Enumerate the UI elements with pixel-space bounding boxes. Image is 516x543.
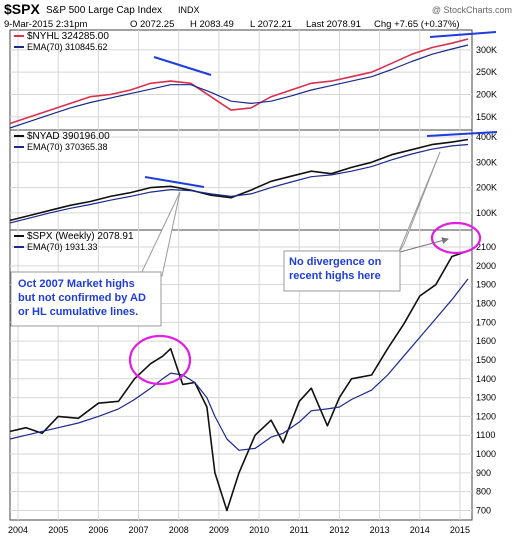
header-credit: @ StockCharts.com [432, 5, 512, 15]
y-axis-ticks: 150K 200K 250K 300K 100K 200K 300K 400K 700 800 90… [476, 45, 497, 516]
nyhl-2015-trendline [429, 31, 497, 38]
y-tick-label: 300K [476, 45, 497, 55]
y-tick-label: 200K [476, 183, 497, 193]
x-tick-label: 2008 [169, 525, 189, 535]
y-tick-label: 1000 [476, 449, 496, 459]
y-tick-label: 700 [476, 505, 491, 515]
y-tick-label: 800 [476, 487, 491, 497]
trend-annotations [144, 31, 498, 188]
header-name: S&P 500 Large Cap Index [46, 5, 162, 16]
y-tick-label: 100K [476, 208, 497, 218]
header-symbol: $SPX [4, 1, 40, 17]
legend-label: $NYHL 324285.00 [27, 31, 109, 42]
x-tick-label: 2004 [8, 525, 28, 535]
header-last: Last 2078.91 [306, 19, 361, 30]
x-tick-label: 2006 [88, 525, 108, 535]
nyad-series-main [9, 138, 469, 222]
y-tick-label: 200K [476, 90, 497, 100]
x-tick-label: 2005 [48, 525, 68, 535]
nyad-series-ema [9, 143, 469, 224]
nyad-2015-trendline [426, 131, 498, 137]
y-tick-label: 1500 [476, 355, 496, 365]
legend-label: EMA(70) 310845.62 [27, 42, 108, 52]
x-tick-label: 2009 [209, 525, 229, 535]
left-callout-text: Oct 2007 Market highs but not confirmed b… [18, 278, 146, 318]
spx-series-ema [9, 278, 469, 451]
spx-series-main [9, 250, 469, 512]
legend-label: $NYAD 390196.00 [27, 131, 110, 142]
y-tick-label: 1100 [476, 430, 495, 440]
y-tick-label: 1200 [476, 411, 496, 421]
header-low: L 2072.21 [250, 19, 292, 30]
header-date: 9-Mar-2015 2:31pm [4, 19, 88, 30]
nyad-2007-trendline [144, 176, 205, 188]
nyhl-2007-trendline [153, 56, 212, 76]
header-change: Chg +7.65 (+0.37%) [374, 19, 460, 30]
legend-label: EMA(70) 1931.33 [27, 242, 98, 252]
oct-2007-highs-circle [128, 334, 192, 386]
legend-label: EMA(70) 370365.38 [27, 142, 108, 152]
nyhl-series-ema [9, 44, 469, 129]
y-tick-label: 1400 [476, 374, 496, 384]
x-tick-label: 2015 [450, 525, 470, 535]
x-tick-label: 2011 [290, 525, 309, 535]
y-tick-label: 400K [476, 132, 497, 142]
x-tick-label: 2014 [410, 525, 430, 535]
y-tick-label: 1300 [476, 393, 496, 403]
panel-frames [9, 29, 473, 521]
y-tick-label: 1600 [476, 336, 496, 346]
series-lines [9, 38, 469, 512]
x-axis-ticks: 2004 2005 2006 2007 2008 2009 2010 2011 2012 2013… [8, 525, 470, 535]
x-tick-label: 2007 [129, 525, 149, 535]
legend-label: $SPX (Weekly) 2078.91 [27, 231, 134, 242]
x-tick-label: 2013 [370, 525, 390, 535]
left-callout: Oct 2007 Market highs but not confirmed b… [10, 271, 162, 327]
x-tick-label: 2010 [249, 525, 269, 535]
y-tick-label: 1800 [476, 299, 496, 309]
header-high: H 2083.49 [190, 19, 234, 30]
right-callout: No divergence on recent highs here [283, 250, 401, 292]
y-tick-label: 2000 [476, 261, 496, 271]
header-exchange: INDX [178, 5, 200, 15]
y-tick-label: 900 [476, 468, 491, 478]
panel-frame-spx [9, 229, 473, 521]
y-tick-label: 150K [476, 112, 497, 122]
recent-highs-circle [430, 221, 482, 255]
y-tick-label: 1900 [476, 280, 496, 290]
right-callout-text: No divergence on recent highs here [289, 256, 382, 282]
y-tick-label: 300K [476, 157, 497, 167]
y-tick-label: 250K [476, 67, 497, 77]
header-open: O 2072.25 [130, 19, 174, 30]
y-tick-label: 1700 [476, 317, 496, 327]
y-tick-label: 2100 [476, 242, 496, 252]
nyhl-series-main [9, 38, 469, 125]
x-tick-label: 2012 [329, 525, 349, 535]
